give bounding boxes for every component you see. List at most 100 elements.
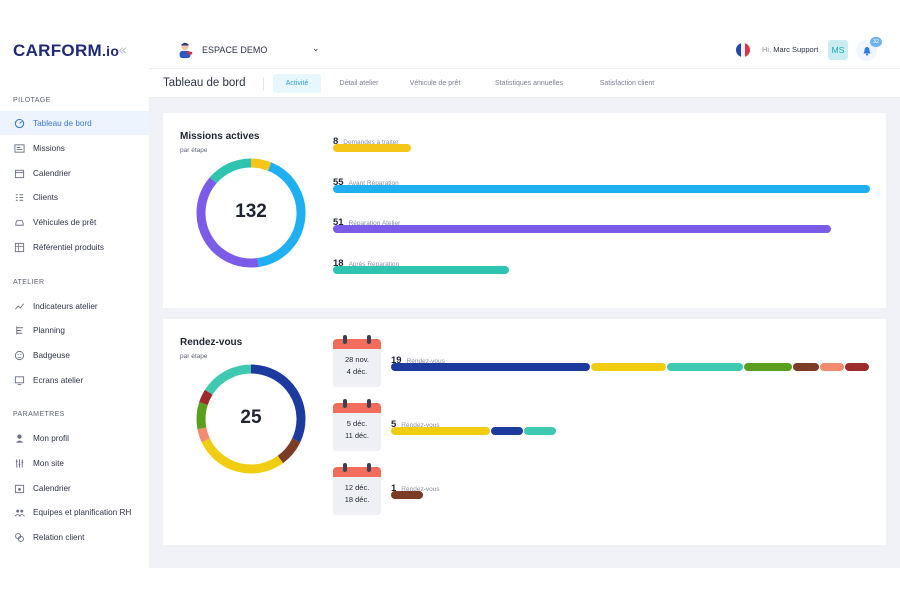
user-name: Marc Support <box>773 45 819 54</box>
sidebar-item-badgeuse[interactable]: Badgeuse <box>0 343 149 367</box>
rendezvous-card: Rendez-vous par étape 25 28 nov. 4 déc. 19… <box>163 319 886 545</box>
sidebar-item-relation-client[interactable]: Relation client <box>0 525 149 549</box>
mission-stage-label: 55 Avant Réparation <box>333 172 399 190</box>
sidebar-item-planning[interactable]: Planning <box>0 318 149 342</box>
customer-relation-icon <box>13 531 25 543</box>
sidebar: CARFORM.io « PILOTAGE Tableau de bord Miss… <box>0 32 149 568</box>
missions-donut-segment-0 <box>250 158 272 171</box>
missions-title: Missions actives <box>180 131 260 142</box>
mission-stage-label: 18 Après Réparation <box>333 253 399 271</box>
mission-stage-label: 8 Demandes à traiter <box>333 131 399 149</box>
calendar-ring <box>343 463 347 472</box>
week-start-date: 12 déc. <box>344 483 370 492</box>
rendezvous-label: Rendez-vous <box>406 358 445 365</box>
rendezvous-donut-segment-3 <box>197 427 210 443</box>
planning-icon <box>13 324 25 336</box>
rendezvous-total: 25 <box>240 407 262 428</box>
sidebar-item-missions[interactable]: Missions <box>0 136 149 160</box>
week-start-date: 5 déc. <box>346 419 368 428</box>
mission-stage-count: 51 <box>333 217 344 228</box>
rendezvous-stacked-bar[interactable] <box>391 491 424 499</box>
products-icon <box>13 241 25 253</box>
rendezvous-stacked-bar[interactable] <box>391 427 557 435</box>
greeting-hi: Hi, <box>762 45 772 54</box>
mission-stage-bar <box>333 225 831 233</box>
sidebar-item-label: Relation client <box>33 532 85 542</box>
mission-stage-name: Après Réparation <box>348 261 400 268</box>
chevron-double-left-icon[interactable]: « <box>118 41 128 59</box>
rendezvous-count-label: 5 Rendez-vous <box>391 414 440 432</box>
missions-donut-segment-1 <box>257 162 306 267</box>
user-greeting: Hi, Marc Support <box>762 45 818 54</box>
sidebar-item-vehicules-de-pret[interactable]: Véhicules de prêt <box>0 210 149 234</box>
rendezvous-bar-segment <box>845 363 869 371</box>
mission-stage-count: 18 <box>333 258 344 269</box>
missions-card: Missions actives par étape 132 8 Demandes… <box>163 113 886 308</box>
sidebar-item-ecrans-atelier[interactable]: Ecrans atelier <box>0 368 149 392</box>
sidebar-item-mon-site[interactable]: Mon site <box>0 451 149 475</box>
sidebar-item-label: Planning <box>33 325 65 335</box>
tab-statistiques-annuelles[interactable]: Statistiques annuelles <box>494 80 564 87</box>
calendar-ring <box>343 399 347 408</box>
rendezvous-title: Rendez-vous <box>180 337 243 348</box>
sidebar-item-label: Badgeuse <box>33 350 70 360</box>
rendezvous-stacked-bar[interactable] <box>391 363 870 371</box>
sidebar-item-label: Calendrier <box>33 483 71 493</box>
week-dates: 12 déc. 18 déc. <box>333 482 381 506</box>
rendezvous-count-label: 19 Rendez-vous <box>391 350 445 368</box>
tab-vehicule-de-pret[interactable]: Véhicule de prêt <box>409 80 461 87</box>
rendezvous-subtitle: par étape <box>180 353 208 360</box>
week-dates: 28 nov. 4 déc. <box>333 354 381 378</box>
logo-suffix: .io <box>101 43 120 59</box>
tab-bar: Tableau de bord Activité Détail atelier … <box>149 69 900 98</box>
sidebar-item-calendrier[interactable]: Calendrier <box>0 476 149 500</box>
dashboard-icon <box>13 117 25 129</box>
sidebar-item-label: Véhicules de prêt <box>33 217 97 227</box>
rendezvous-label: Rendez-vous <box>401 486 440 493</box>
mission-stage-bar <box>333 185 870 193</box>
clients-icon <box>13 191 25 203</box>
sidebar-item-tableau-de-bord[interactable]: Tableau de bord <box>0 111 149 135</box>
mission-stage-name: Demandes à traiter <box>343 139 399 146</box>
badge-icon <box>13 349 25 361</box>
sidebar-section-pilotage: PILOTAGE <box>13 97 51 104</box>
tab-detail-atelier[interactable]: Détail atelier <box>339 80 379 87</box>
rendezvous-donut-segment-4 <box>196 402 208 430</box>
calendar-header <box>333 339 381 349</box>
french-flag-icon[interactable] <box>736 43 750 57</box>
tab-activite[interactable]: Activité <box>273 74 321 93</box>
week-calendar-icon: 12 déc. 18 déc. <box>333 463 381 515</box>
top-bar: ESPACE DEMO ⌄ Hi, Marc Support MS 32 <box>149 32 900 69</box>
sidebar-item-referentiel-produits[interactable]: Référentiel produits <box>0 235 149 259</box>
mission-stage-label: 51 Réparation Atelier <box>333 212 400 230</box>
rendezvous-count: 19 <box>391 355 402 366</box>
sidebar-item-mon-profil[interactable]: Mon profil <box>0 426 149 450</box>
indicators-icon <box>13 300 25 312</box>
sidebar-item-equipes-et-planification-rh[interactable]: Equipes et planification RH <box>0 500 149 524</box>
sidebar-item-clients[interactable]: Clients <box>0 185 149 209</box>
week-calendar-icon: 28 nov. 4 déc. <box>333 335 381 387</box>
sidebar-item-indicateurs-atelier[interactable]: Indicateurs atelier <box>0 294 149 318</box>
mission-stage-bar <box>333 266 509 274</box>
sidebar-item-calendrier[interactable]: Calendrier <box>0 161 149 185</box>
chevron-down-icon[interactable]: ⌄ <box>312 44 320 54</box>
screen-icon <box>13 374 25 386</box>
avatar[interactable]: MS <box>828 40 848 60</box>
rendezvous-donut-segment-2 <box>201 438 284 474</box>
store-selector-label[interactable]: ESPACE DEMO <box>202 45 268 55</box>
sidebar-section-atelier: ATELIER <box>13 279 45 286</box>
tab-satisfaction-client[interactable]: Satisfaction client <box>599 80 655 87</box>
site-icon <box>13 457 25 469</box>
rendezvous-bar-segment <box>391 363 590 371</box>
sidebar-item-label: Mon profil <box>33 433 69 443</box>
calendar-ring <box>367 399 371 408</box>
mission-stage-count: 8 <box>333 136 339 147</box>
rendezvous-bar-segment <box>793 363 820 371</box>
rendezvous-donut-segment-5 <box>199 389 213 406</box>
missions-subtitle: par étape <box>180 147 208 154</box>
sidebar-item-label: Equipes et planification RH <box>33 507 132 517</box>
app-frame: CARFORM.io « PILOTAGE Tableau de bord Miss… <box>0 32 900 568</box>
rendezvous-bar-segment <box>524 427 557 435</box>
app-logo[interactable]: CARFORM.io <box>13 41 119 61</box>
week-calendar-icon: 5 déc. 11 déc. <box>333 399 381 451</box>
